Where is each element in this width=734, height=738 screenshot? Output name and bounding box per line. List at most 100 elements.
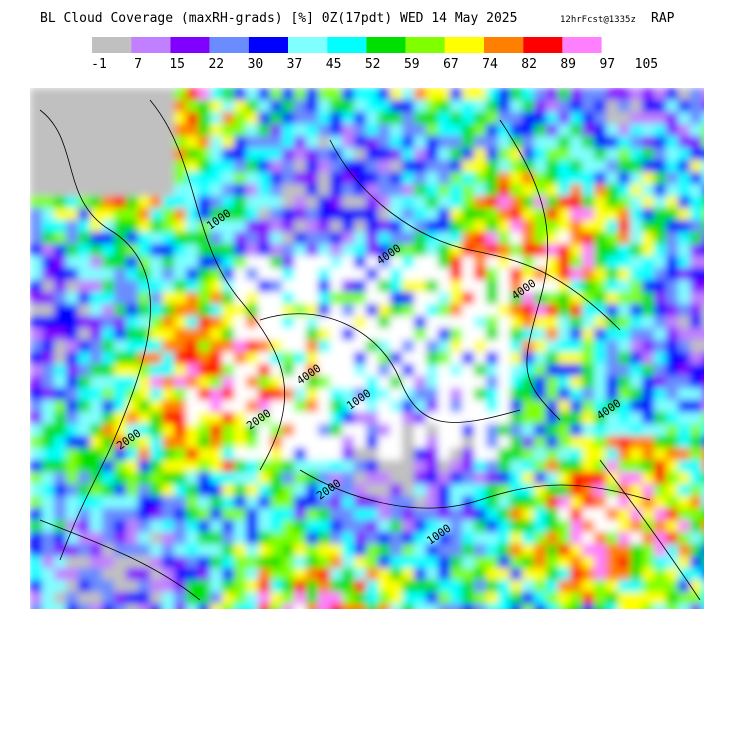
- map-cell: [390, 148, 403, 161]
- map-cell: [246, 184, 259, 197]
- map-cell: [546, 124, 559, 137]
- map-cell: [66, 172, 79, 185]
- map-cell: [438, 316, 451, 329]
- map-cell: [510, 472, 523, 485]
- map-cell: [150, 148, 163, 161]
- map-cell: [570, 124, 583, 137]
- map-cell: [150, 220, 163, 233]
- map-cell: [246, 268, 259, 281]
- map-cell: [210, 520, 223, 533]
- map-cell: [534, 124, 547, 137]
- map-cell: [702, 544, 704, 557]
- map-cell: [390, 532, 403, 545]
- map-cell: [318, 112, 331, 125]
- map-cell: [354, 412, 367, 425]
- map-cell: [354, 496, 367, 509]
- map-cell: [438, 196, 451, 209]
- map-cell: [498, 604, 511, 609]
- map-cell: [354, 388, 367, 401]
- map-cell: [114, 412, 127, 425]
- map-cell: [186, 172, 199, 185]
- map-cell: [498, 184, 511, 197]
- map-cell: [570, 520, 583, 533]
- map-cell: [342, 592, 355, 605]
- map-cell: [306, 292, 319, 305]
- map-cell: [522, 532, 535, 545]
- map-cell: [378, 604, 391, 609]
- map-cell: [450, 148, 463, 161]
- map-cell: [174, 292, 187, 305]
- map-cell: [30, 448, 43, 461]
- map-cell: [330, 556, 343, 569]
- map-cell: [570, 232, 583, 245]
- map-cell: [402, 172, 415, 185]
- map-cell: [258, 604, 271, 609]
- map-cell: [270, 208, 283, 221]
- map-cell: [642, 568, 655, 581]
- map-cell: [162, 88, 175, 101]
- map-cell: [138, 244, 151, 257]
- map-cell: [390, 544, 403, 557]
- map-cell: [30, 136, 43, 149]
- map-cell: [126, 580, 139, 593]
- map-cell: [90, 472, 103, 485]
- map-cell: [462, 460, 475, 473]
- map-cell: [690, 232, 703, 245]
- map-cell: [570, 412, 583, 425]
- map-cell: [246, 316, 259, 329]
- map-cell: [366, 100, 379, 113]
- map-cell: [594, 604, 607, 609]
- map-cell: [606, 352, 619, 365]
- map-cell: [498, 328, 511, 341]
- map-cell: [270, 100, 283, 113]
- map-cell: [30, 388, 43, 401]
- map-cell: [42, 592, 55, 605]
- map-cell: [462, 208, 475, 221]
- map-cell: [546, 448, 559, 461]
- map-cell: [30, 352, 43, 365]
- map-cell: [318, 448, 331, 461]
- map-cell: [462, 172, 475, 185]
- map-cell: [138, 472, 151, 485]
- map-cell: [126, 460, 139, 473]
- map-cell: [150, 436, 163, 449]
- map-cell: [222, 484, 235, 497]
- map-cell: [246, 244, 259, 257]
- map-cell: [198, 436, 211, 449]
- map-cell: [558, 472, 571, 485]
- map-cell: [606, 604, 619, 609]
- map-cell: [342, 400, 355, 413]
- map-cell: [702, 268, 704, 281]
- map-cell: [102, 196, 115, 209]
- map-cell: [438, 496, 451, 509]
- map-cell: [270, 136, 283, 149]
- map-cell: [174, 592, 187, 605]
- map-cell: [258, 340, 271, 353]
- map-cell: [234, 340, 247, 353]
- map-cell: [282, 148, 295, 161]
- map-cell: [498, 148, 511, 161]
- map-cell: [678, 532, 691, 545]
- map-cell: [102, 352, 115, 365]
- map-cell: [426, 520, 439, 533]
- map-cell: [606, 412, 619, 425]
- map-cell: [282, 544, 295, 557]
- map-cell: [90, 184, 103, 197]
- map-cell: [678, 568, 691, 581]
- map-cell: [426, 424, 439, 437]
- map-cell: [642, 256, 655, 269]
- map-cell: [282, 280, 295, 293]
- map-cell: [426, 364, 439, 377]
- map-cell: [582, 544, 595, 557]
- map-cell: [270, 184, 283, 197]
- map-cell: [210, 316, 223, 329]
- map-cell: [198, 208, 211, 221]
- map-cell: [258, 100, 271, 113]
- map-cell: [354, 136, 367, 149]
- map-cell: [462, 196, 475, 209]
- map-cell: [378, 520, 391, 533]
- map-cell: [558, 256, 571, 269]
- map-cell: [486, 304, 499, 317]
- map-cell: [210, 340, 223, 353]
- map-cell: [66, 496, 79, 509]
